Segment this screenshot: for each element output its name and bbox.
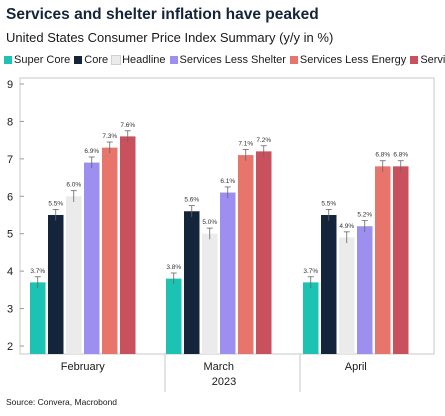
legend-item: Services xyxy=(410,54,445,66)
data-label: 6.9% xyxy=(84,148,99,155)
bar xyxy=(166,278,182,354)
legend-label: Core xyxy=(84,54,109,66)
bar xyxy=(256,151,272,354)
bar xyxy=(339,237,355,354)
data-label: 3.7% xyxy=(303,268,318,275)
bar xyxy=(375,166,391,354)
bar xyxy=(102,147,118,354)
legend-swatch xyxy=(169,56,178,64)
legend-item: Services Less Energy xyxy=(289,54,407,66)
legend-item: Services Less Shelter xyxy=(169,54,286,66)
legend: Super Core Core Headline Services Less Shel… xyxy=(4,54,445,66)
legend-swatch xyxy=(4,56,12,64)
bar xyxy=(30,282,46,354)
y-tick-label: 9 xyxy=(7,79,13,91)
chart-title: Services and shelter inflation have peak… xyxy=(6,6,319,23)
y-tick-label: 8 xyxy=(7,116,13,128)
data-label: 4.9% xyxy=(339,223,354,230)
legend-label: Services Less Energy xyxy=(299,54,407,66)
data-label: 7.6% xyxy=(120,122,135,129)
legend-label: Super Core xyxy=(14,54,71,66)
bar xyxy=(220,192,236,354)
data-label: 6.8% xyxy=(393,152,408,159)
bar xyxy=(84,162,100,354)
category-label: March xyxy=(203,361,234,373)
chart-area: 2 3 4 5 6 7 8 9 3.7% 5.5% 6.0% 6.9% 7.3%7.6% February… xyxy=(7,77,435,392)
bar xyxy=(357,226,373,354)
legend-swatch xyxy=(289,56,298,64)
legend-item: Headline xyxy=(111,54,166,66)
source-note: Source: Convera, Macrobond xyxy=(6,397,118,407)
bar xyxy=(303,282,319,354)
legend-label: Services xyxy=(420,54,445,66)
data-label: 5.6% xyxy=(184,197,199,204)
legend-item: Core xyxy=(74,54,108,66)
data-label: 6.1% xyxy=(220,178,235,185)
data-label: 5.5% xyxy=(48,200,63,207)
y-tick-label: 3 xyxy=(7,304,13,316)
bar xyxy=(393,166,409,354)
legend-item: Super Core xyxy=(4,54,70,66)
bar xyxy=(66,196,82,354)
data-label: 7.1% xyxy=(238,141,253,148)
data-label: 6.0% xyxy=(66,182,81,189)
bar xyxy=(238,155,254,354)
bar xyxy=(202,233,218,354)
x-axis-label: 2023 xyxy=(212,376,236,388)
category-label: April xyxy=(345,361,367,373)
bar xyxy=(48,215,64,354)
legend-label: Services Less Shelter xyxy=(179,54,286,66)
y-tick-label: 2 xyxy=(7,341,13,353)
data-label: 5.0% xyxy=(202,219,217,226)
y-tick-label: 7 xyxy=(7,154,13,166)
data-label: 7.2% xyxy=(256,137,271,144)
y-tick-label: 5 xyxy=(7,229,13,241)
bar xyxy=(321,215,337,354)
legend-swatch xyxy=(74,56,83,64)
legend-swatch xyxy=(111,55,122,65)
bar xyxy=(184,211,200,354)
y-tick-label: 4 xyxy=(7,266,13,278)
data-label: 3.8% xyxy=(166,264,181,271)
chart-subtitle: United States Consumer Price Index Summa… xyxy=(6,30,334,45)
data-label: 3.7% xyxy=(30,268,45,275)
bar xyxy=(120,136,136,354)
data-label: 6.8% xyxy=(375,152,390,159)
data-label: 5.2% xyxy=(357,212,372,219)
legend-swatch xyxy=(410,56,419,64)
y-tick-label: 6 xyxy=(7,191,13,203)
data-label: 7.3% xyxy=(102,133,117,140)
legend-label: Headline xyxy=(122,54,166,66)
category-label: February xyxy=(61,361,106,373)
data-label: 5.5% xyxy=(321,200,336,207)
